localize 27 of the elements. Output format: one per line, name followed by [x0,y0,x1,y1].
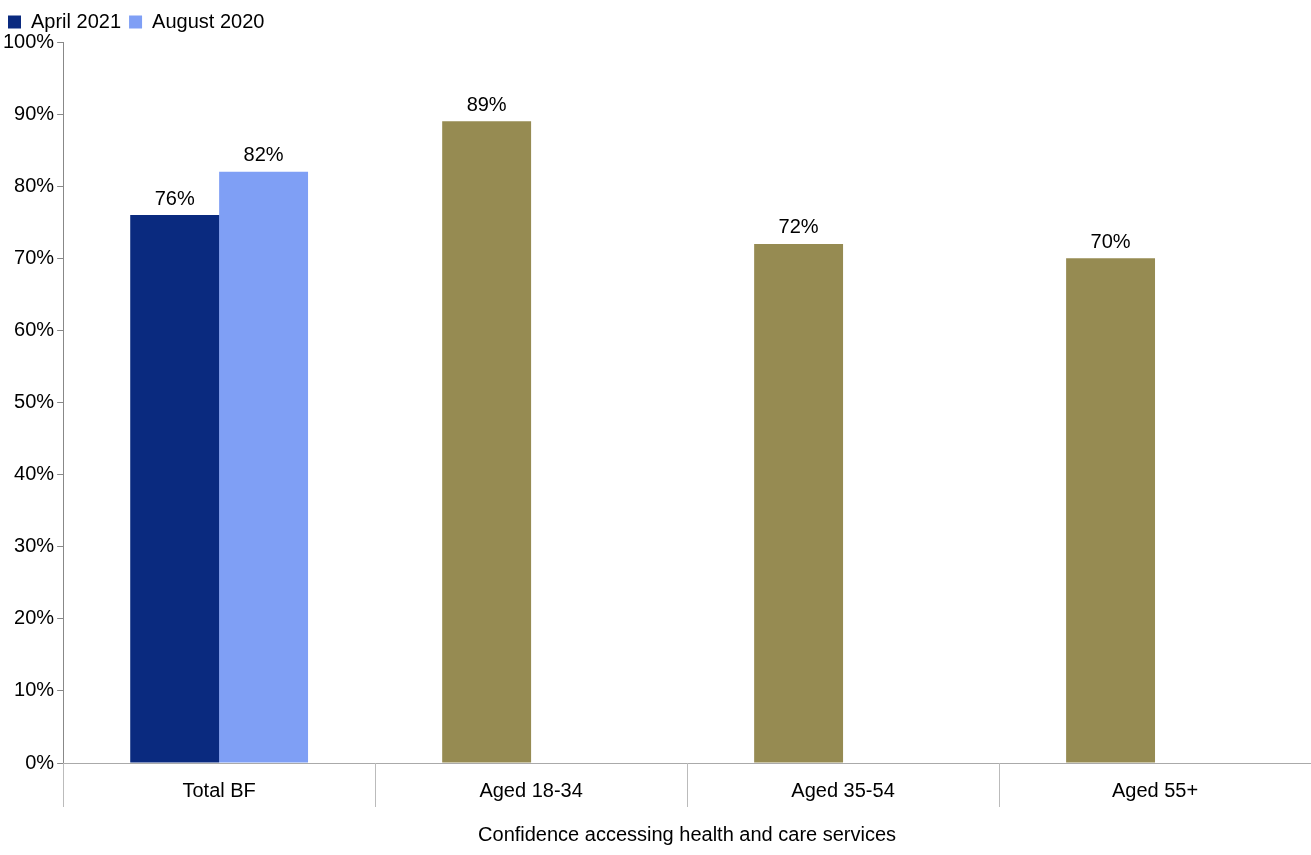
bar [442,121,532,763]
x-tick-label: Aged 55+ [1111,778,1199,801]
bar [130,215,220,763]
data-label: 82% [243,143,284,166]
bar [1066,258,1156,763]
y-tick-label: 0% [25,750,55,773]
y-tick-label: 60% [14,317,55,340]
data-label: 89% [466,92,507,115]
y-tick-label: 80% [14,173,55,196]
y-tick-label: 20% [14,606,55,629]
bar [754,243,844,763]
legend-label: April 2021 [31,9,122,32]
x-tick-label: Total BF [182,778,256,801]
legend-label: August 2020 [152,9,265,32]
x-tick-label: Aged 35-54 [791,778,895,801]
x-tick-label: Aged 18-34 [479,778,583,801]
y-tick-label: 10% [14,678,55,701]
y-tick-label: 90% [14,101,55,124]
y-tick-label: 30% [14,534,55,557]
y-tick-label: 40% [14,462,55,485]
data-label: 70% [1090,229,1131,252]
x-axis-title: Confidence accessing health and care services [478,822,897,845]
data-label: 76% [154,186,195,209]
y-tick-label: 50% [14,390,55,413]
y-tick-label: 70% [14,245,55,268]
bar [219,171,309,763]
data-label: 72% [778,215,819,238]
